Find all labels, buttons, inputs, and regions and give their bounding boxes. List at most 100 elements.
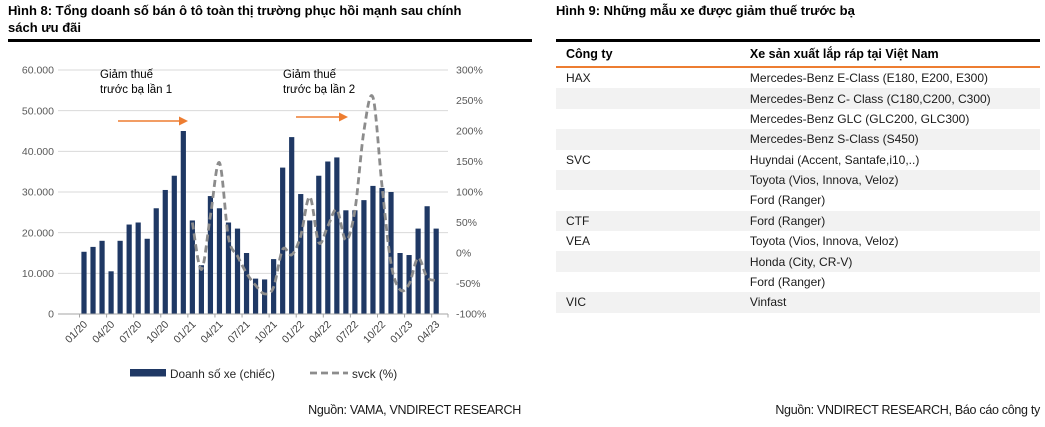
company-cell: [556, 88, 740, 108]
sales-bar: [81, 251, 87, 314]
company-cell: [556, 190, 740, 210]
x-tick-label: 07/20: [117, 319, 144, 346]
sales-bar: [334, 157, 340, 314]
x-tick-label: 01/21: [171, 319, 198, 346]
fig9-source: Nguồn: VNDIRECT RESEARCH, Báo cáo công t…: [775, 403, 1040, 417]
sales-chart: 0 10.000 20.000 30.000 40.000 50.000 60.000 -10…: [0, 0, 540, 395]
sales-bar: [307, 220, 313, 314]
x-tick-label: 10/22: [361, 319, 388, 346]
sales-bar: [216, 208, 223, 314]
y-left-tick: 60.000: [22, 65, 54, 77]
sales-bar: [243, 253, 250, 314]
sales-bar: [189, 220, 195, 314]
y-left-tick: 0: [48, 309, 54, 321]
x-tick-label: 04/21: [199, 319, 226, 346]
x-tick-label: 10/20: [144, 319, 171, 346]
y-right-tick: 0%: [456, 248, 471, 260]
models-cell: Mercedes-Benz C- Class (C180,C200, C300): [749, 91, 991, 106]
fig9-title: Hình 9: Những mẫu xe được giảm thuế trướ…: [556, 3, 855, 18]
sales-bar: [316, 175, 322, 314]
models-cell: Toyota (Vios, Innova, Veloz): [749, 173, 899, 188]
models-cell: Ford (Ranger): [749, 193, 826, 208]
y-left-tick: 10.000: [22, 268, 54, 280]
table-row: HAX Mercedes-Benz E-Class (E180, E200, E3…: [556, 67, 1040, 88]
sales-bar: [289, 137, 295, 314]
sales-bar: [135, 222, 141, 314]
sales-bar: [108, 271, 114, 314]
sales-bar: [262, 279, 268, 314]
models-cell: Ford (Ranger): [749, 274, 826, 289]
sales-bar: [99, 240, 105, 314]
sales-bar: [162, 189, 168, 314]
x-tick-label: 01/23: [388, 319, 415, 346]
models-cell: Honda (City, CR-V): [749, 254, 853, 269]
y-right-tick: 300%: [456, 65, 483, 77]
sales-bar: [180, 131, 186, 314]
annotation-text: Giảm thuế trước bạ lần 1: [100, 69, 172, 96]
models-cell: Huyndai (Accent, Santafe,i10,..): [749, 152, 920, 167]
models-cell: Mercedes-Benz GLC (GLC200, GLC300): [749, 111, 970, 126]
models-table-body: HAX Mercedes-Benz E-Class (E180, E200, E3…: [556, 67, 1040, 313]
table-header-row: Công ty Xe sản xuất lắp ráp tại Việt Nam: [556, 42, 1040, 68]
y-left-tick: 40.000: [22, 146, 54, 158]
table-row: Mercedes-Benz S-Class (S450): [556, 129, 1040, 150]
company-cell: [556, 251, 740, 271]
sales-chart-svg: 0 10.000 20.000 30.000 40.000 50.000 60.000 -10…: [22, 65, 486, 381]
sales-bar: [424, 206, 430, 314]
y-right-tick: -100%: [456, 309, 486, 321]
sales-bar: [343, 210, 349, 314]
table-row: SVC Huyndai (Accent, Santafe,i10,..): [556, 150, 1040, 170]
company-cell: VEA: [566, 234, 591, 249]
company-cell: HAX: [566, 71, 591, 86]
x-tick-label: 10/21: [253, 319, 280, 346]
sales-bar: [198, 265, 204, 314]
sales-bar: [153, 208, 159, 314]
legend-bar-swatch: [130, 369, 166, 377]
y-right-tick: -50%: [456, 278, 481, 290]
fig9-title-rule: [556, 39, 1040, 42]
models-cell: Mercedes-Benz S-Class (S450): [749, 132, 919, 147]
sales-bar: [126, 224, 132, 314]
fig8-source: Nguồn: VAMA, VNDIRECT RESEARCH: [308, 403, 521, 417]
table-row: Ford (Ranger): [556, 272, 1040, 292]
sales-bar: [388, 192, 394, 314]
company-cell: [556, 129, 740, 149]
y-left-tick: 50.000: [22, 105, 54, 117]
sales-bar: [225, 222, 232, 314]
sales-bar: [397, 253, 403, 314]
y-left-tick: 20.000: [22, 227, 54, 239]
x-tick-label: 04/23: [415, 319, 442, 346]
table-row: Toyota (Vios, Innova, Veloz): [556, 169, 1040, 191]
yoy-line: [190, 94, 437, 296]
company-cell: SVC: [566, 152, 591, 167]
company-cell: VIC: [566, 295, 587, 310]
y-right-tick: 50%: [456, 217, 477, 229]
y-left-tick: 30.000: [22, 187, 54, 199]
table-row: VEA Toyota (Vios, Innova, Veloz): [556, 231, 1040, 251]
table-row: Mercedes-Benz C- Class (C180,C200, C300): [556, 88, 1040, 109]
annotation-text: Giảm thuế trước bạ lần 2: [283, 69, 355, 96]
table-row: CTF Ford (Ranger): [556, 210, 1040, 231]
company-cell: CTF: [566, 213, 590, 228]
company-cell: [556, 109, 740, 129]
sales-bar: [144, 238, 150, 314]
table-row: Mercedes-Benz GLC (GLC200, GLC300): [556, 109, 1040, 129]
sales-bar: [415, 228, 421, 314]
sales-bar: [207, 196, 214, 314]
table-header-company: Công ty: [556, 42, 740, 68]
annotation-arrowhead: [179, 116, 188, 126]
table-row: Honda (City, CR-V): [556, 251, 1040, 272]
y-right-tick: 200%: [456, 126, 483, 138]
models-cell: Mercedes-Benz E-Class (E180, E200, E300): [749, 71, 989, 86]
table-row: Ford (Ranger): [556, 190, 1040, 210]
models-cell: Toyota (Vios, Innova, Veloz): [749, 234, 899, 249]
annotation-arrowhead: [339, 112, 348, 122]
models-cell: Vinfast: [749, 295, 787, 310]
y-right-tick: 100%: [456, 187, 483, 199]
x-tick-label: 01/20: [63, 319, 90, 346]
models-cell: Ford (Ranger): [749, 213, 826, 228]
sales-bar: [298, 194, 304, 314]
x-tick-label: 07/21: [226, 319, 253, 346]
sales-bar: [117, 240, 123, 314]
y-right-tick: 150%: [456, 156, 483, 168]
